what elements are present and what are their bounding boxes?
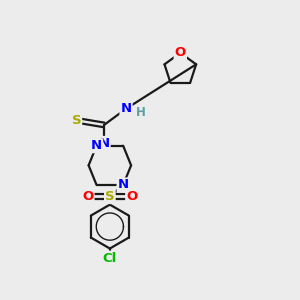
Text: H: H <box>136 106 146 119</box>
Text: Cl: Cl <box>103 252 117 265</box>
Text: N: N <box>121 102 132 115</box>
Text: N: N <box>118 178 129 191</box>
Text: O: O <box>82 190 94 203</box>
Text: S: S <box>105 190 115 203</box>
Text: O: O <box>126 190 137 203</box>
Text: N: N <box>98 137 110 150</box>
Text: O: O <box>175 46 186 59</box>
Text: N: N <box>91 139 102 152</box>
Text: S: S <box>72 114 81 127</box>
